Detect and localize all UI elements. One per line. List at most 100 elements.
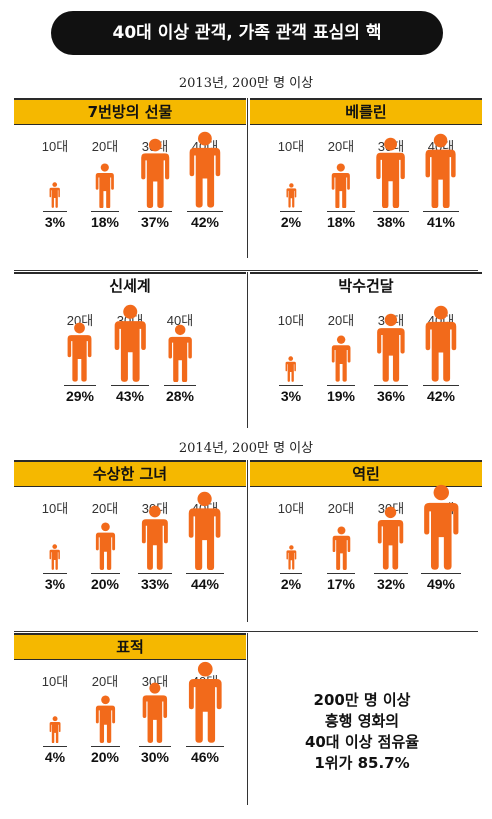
age-label: 20대 (327, 139, 355, 154)
underline (279, 573, 303, 574)
underline (326, 385, 356, 386)
underline (185, 746, 225, 747)
underline (43, 573, 67, 574)
summary-text: 200만 명 이상 흥행 영화의 40대 이상 점유율 1위가 85.7% (262, 690, 462, 774)
section-label: 2013년, 200만 명 이상 (178, 76, 314, 91)
percent-label: 20% (90, 749, 120, 765)
person-icon (425, 133, 457, 208)
person-icon (332, 526, 350, 570)
age-column: 40대46% (181, 662, 229, 801)
row-divider (14, 631, 478, 632)
person-icon (49, 716, 61, 743)
age-column: 20대 20% (81, 498, 129, 628)
person-icon (68, 322, 92, 382)
percent-label: 18% (326, 214, 356, 230)
person-icon (140, 138, 169, 208)
age-column: 40대 42% (181, 132, 229, 266)
underline (164, 385, 196, 386)
underline (90, 573, 120, 574)
age-column: 30대36% (367, 310, 415, 440)
panel-divider (247, 460, 248, 622)
percent-label: 36% (376, 388, 406, 404)
age-column: 20대 20% (81, 671, 129, 801)
panel-divider (247, 633, 248, 805)
underline (327, 573, 355, 574)
age-label: 20대 (327, 313, 355, 328)
person-icon (95, 695, 115, 743)
underline (373, 211, 409, 212)
underline (373, 385, 409, 386)
underline (137, 211, 173, 212)
underline (186, 573, 224, 574)
row-divider (14, 270, 478, 271)
percent-label: 19% (326, 388, 356, 404)
percent-label: 2% (280, 214, 302, 230)
person-icon (378, 507, 404, 570)
percent-label: 38% (376, 214, 406, 230)
person-icon (49, 544, 61, 570)
underline (186, 211, 224, 212)
panel-title: 표적 (14, 633, 246, 660)
percent-label: 37% (140, 214, 170, 230)
underline (421, 573, 461, 574)
underline (138, 573, 172, 574)
age-column: 20대 18% (317, 136, 365, 266)
panel-title: 신세계 (14, 272, 246, 298)
percent-label: 43% (115, 388, 145, 404)
underline (43, 211, 67, 212)
percent-label: 42% (426, 388, 456, 404)
page-title: 40대 이상 관객, 가족 관객 표심의 핵 (51, 11, 443, 55)
percent-label: 29% (65, 388, 95, 404)
summary-line: 40대 이상 점유율 (304, 733, 420, 751)
underline (90, 211, 120, 212)
panel-title: 역린 (250, 460, 482, 487)
percent-label: 18% (90, 214, 120, 230)
age-column: 10대 4% (31, 671, 79, 801)
percent-label: 46% (190, 749, 220, 765)
age-column: 10대 2% (267, 136, 315, 266)
age-column: 30대37% (131, 136, 179, 266)
underline (422, 385, 460, 386)
person-icon (331, 163, 351, 208)
person-icon (49, 182, 61, 208)
summary-line: 흥행 영화의 (324, 712, 400, 730)
age-column: 20대 18% (81, 136, 129, 266)
percent-label: 3% (44, 214, 66, 230)
age-column: 40대 28% (156, 310, 204, 440)
underline (43, 746, 67, 747)
panel-title: 베를린 (250, 98, 482, 125)
percent-label: 2% (280, 576, 302, 592)
percent-label: 32% (376, 576, 406, 592)
person-icon (425, 306, 457, 382)
person-icon (189, 132, 221, 208)
age-column: 20대 29% (56, 310, 104, 440)
age-column: 30대33% (131, 498, 179, 628)
person-icon (189, 491, 221, 570)
person-icon (142, 505, 168, 570)
percent-label: 17% (326, 576, 356, 592)
person-icon (95, 522, 115, 570)
underline (111, 385, 149, 386)
panel-title: 박수건달 (250, 272, 482, 298)
person-icon (286, 183, 296, 208)
person-icon (142, 682, 168, 743)
age-label: 10대 (41, 139, 69, 154)
percent-label: 3% (44, 576, 66, 592)
age-column: 40대44% (181, 491, 229, 628)
age-column: 30대 43% (106, 304, 154, 440)
person-icon (286, 545, 296, 570)
percent-label: 30% (140, 749, 170, 765)
age-column: 10대 3% (31, 498, 79, 628)
percent-label: 20% (90, 576, 120, 592)
age-column: 10대 3% (31, 136, 79, 266)
age-label: 20대 (91, 139, 119, 154)
person-icon (423, 485, 459, 570)
percent-label: 33% (140, 576, 170, 592)
person-icon (95, 163, 115, 208)
age-label: 10대 (277, 139, 305, 154)
age-label: 40대 (166, 313, 194, 328)
person-icon (168, 324, 192, 382)
underline (422, 211, 460, 212)
underline (138, 746, 172, 747)
underline (326, 211, 356, 212)
